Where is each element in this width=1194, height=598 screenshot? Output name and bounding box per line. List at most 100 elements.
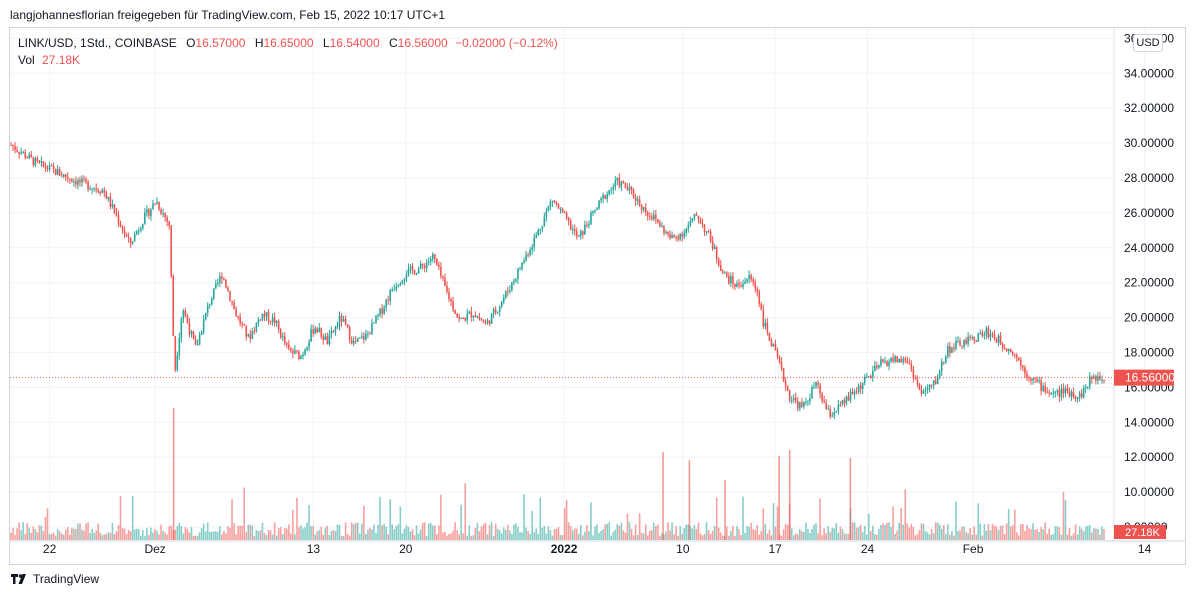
candle-body: [511, 282, 513, 291]
price-tick-label: 34.00000: [1124, 66, 1174, 80]
candle-body: [945, 356, 947, 363]
volume-bar: [817, 533, 819, 540]
volume-bar: [174, 529, 177, 540]
candlesticks: [10, 141, 1105, 420]
volume-bar: [318, 530, 321, 540]
candle-body: [642, 207, 645, 210]
candle-body: [269, 321, 272, 323]
candle-body: [235, 308, 237, 317]
volume-bar: [182, 533, 185, 540]
candle-body: [571, 229, 574, 231]
volume-bar: [300, 525, 302, 540]
volume-bar: [734, 535, 736, 540]
candle-body: [774, 344, 777, 351]
volume-bar: [1101, 526, 1103, 540]
candle-body: [740, 285, 742, 287]
volume-bar: [855, 527, 858, 540]
candle-body: [815, 382, 817, 388]
candle-body: [1003, 348, 1006, 350]
candle-body: [547, 206, 550, 211]
candle-body: [932, 380, 935, 386]
candle-body: [456, 313, 458, 317]
volume-bar: [644, 524, 647, 540]
volume-bar: [675, 526, 677, 540]
candle-body: [638, 199, 641, 206]
volume-bar: [375, 533, 377, 540]
volume-bar: [123, 528, 126, 540]
candle-body: [778, 356, 781, 363]
candle-body: [734, 284, 736, 287]
currency-button[interactable]: USD: [1133, 34, 1163, 52]
volume-bar: [646, 535, 649, 540]
tradingview-brand[interactable]: TradingView: [11, 572, 99, 586]
candle-body: [247, 334, 250, 337]
candle-body: [253, 331, 256, 333]
volume-bar: [640, 532, 643, 540]
candle-body: [953, 347, 955, 349]
candle-body: [385, 299, 387, 308]
volume-label[interactable]: Vol: [18, 53, 35, 67]
volume-bar: [521, 532, 523, 540]
candle-body: [144, 212, 146, 224]
candle-body: [744, 281, 746, 285]
volume-bar: [979, 523, 982, 540]
volume-bar: [533, 532, 535, 540]
candle-body: [162, 213, 164, 215]
volume-bar: [608, 522, 611, 540]
candle-body: [780, 362, 783, 369]
volume-bar: [904, 489, 907, 540]
volume-bar: [653, 522, 655, 540]
volume-bar: [146, 528, 148, 540]
candle-body: [348, 327, 351, 340]
candle-body: [535, 235, 538, 238]
candle-body: [442, 276, 444, 278]
volume-bar: [164, 532, 166, 540]
candle-body: [728, 276, 730, 284]
volume-bar: [638, 513, 641, 540]
volume-bar: [1074, 524, 1077, 540]
volume-bar: [610, 535, 613, 540]
candle-body: [809, 398, 811, 402]
volume-bar: [807, 528, 809, 540]
symbol-title[interactable]: LINK/USD, 1Std., COINBASE: [18, 36, 177, 50]
candle-body: [938, 370, 941, 377]
candle-body: [450, 299, 452, 302]
candle-body: [764, 322, 767, 327]
volume-bar: [152, 532, 154, 540]
candle-body: [851, 391, 854, 395]
volume-bar: [365, 533, 367, 540]
volume-bar: [971, 534, 973, 540]
volume-bar: [117, 524, 120, 540]
candle-body: [965, 339, 967, 344]
volume-bar: [415, 525, 418, 540]
candle-body: [146, 209, 148, 213]
volume-bar: [1030, 529, 1032, 540]
candle-body: [180, 318, 183, 338]
volume-bar: [669, 530, 671, 540]
volume-bar: [391, 524, 394, 540]
candle-body: [334, 326, 337, 332]
candle-body: [573, 229, 576, 232]
volume-bar: [596, 524, 598, 540]
candle-body: [1072, 392, 1075, 398]
candle-body: [823, 400, 825, 403]
volume-bar: [876, 535, 878, 540]
volume-bar: [801, 531, 803, 540]
volume-bar: [28, 527, 31, 540]
volume-bar: [338, 524, 341, 540]
volume-bar: [1080, 528, 1083, 540]
candle-body: [304, 349, 306, 355]
volume-bar: [156, 531, 158, 540]
volume-bar: [492, 535, 495, 540]
candle-body: [1028, 377, 1030, 379]
candle-body: [1026, 373, 1028, 378]
volume-bar: [304, 527, 306, 540]
volume-bar: [752, 529, 754, 540]
volume-bar: [965, 532, 967, 540]
candle-body: [969, 336, 971, 338]
volume-bar: [1024, 530, 1026, 540]
volume-bar: [600, 530, 602, 540]
candle-body: [1022, 365, 1024, 368]
volume-bar: [46, 508, 49, 540]
